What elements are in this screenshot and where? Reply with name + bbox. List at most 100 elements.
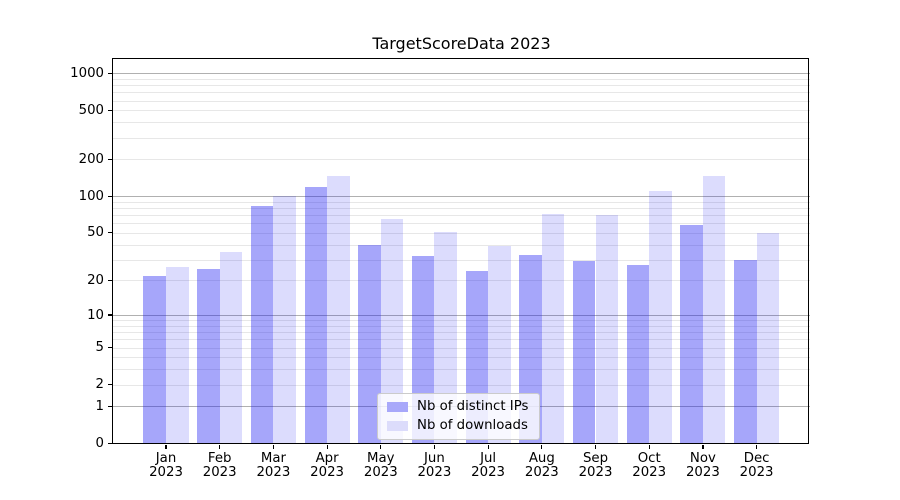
x-tick-label: Jul 2023 bbox=[471, 451, 506, 480]
chart-title: TargetScoreData 2023 bbox=[372, 34, 551, 53]
legend-swatch-downloads bbox=[387, 420, 408, 431]
gridline-minor bbox=[113, 339, 810, 341]
x-tick-mark bbox=[594, 445, 597, 449]
bar-nb-of-distinct-ips-apr-2023 bbox=[304, 186, 328, 445]
x-tick-mark bbox=[541, 445, 543, 449]
x-tick-mark bbox=[165, 445, 167, 449]
x-tick-label: Apr 2023 bbox=[310, 451, 345, 480]
gridline-minor bbox=[113, 244, 810, 246]
gridline-minor bbox=[113, 92, 810, 94]
gridline-major bbox=[113, 196, 810, 198]
x-tick-mark bbox=[219, 445, 221, 449]
y-tick-label: 5 bbox=[95, 340, 104, 355]
bar-nb-of-distinct-ips-dec-2023 bbox=[734, 259, 757, 445]
gridline-minor bbox=[113, 78, 810, 80]
y-tick-mark bbox=[108, 72, 113, 74]
gridline-minor bbox=[113, 325, 810, 327]
y-tick-mark bbox=[108, 314, 113, 316]
gridline-minor bbox=[113, 208, 810, 209]
y-tick-label: 500 bbox=[78, 102, 104, 118]
x-tick-label: Mar 2023 bbox=[256, 451, 291, 480]
gridline-major bbox=[113, 73, 810, 75]
x-tick-mark bbox=[487, 445, 489, 449]
bar-nb-of-distinct-ips-feb-2023 bbox=[197, 268, 220, 445]
legend-label-distinct-ips: Nb of distinct IPs bbox=[417, 399, 529, 414]
legend-label-downloads: Nb of downloads bbox=[417, 418, 528, 433]
y-tick-label: 1 bbox=[95, 398, 104, 414]
bar-nb-of-downloads-mar-2023 bbox=[273, 196, 296, 445]
gridline-minor bbox=[113, 280, 810, 282]
bar-nb-of-downloads-nov-2023 bbox=[702, 176, 726, 445]
x-tick-mark bbox=[648, 445, 650, 449]
x-tick-mark bbox=[272, 445, 275, 449]
gridline-minor bbox=[113, 159, 810, 161]
bar-nb-of-downloads-sep-2023 bbox=[595, 215, 619, 445]
gridline-minor bbox=[113, 347, 810, 349]
gridline-minor bbox=[113, 201, 810, 203]
bar-nb-of-distinct-ips-nov-2023 bbox=[680, 225, 703, 445]
bar-nb-of-downloads-apr-2023 bbox=[327, 176, 350, 445]
x-tick-label: Dec 2023 bbox=[739, 451, 774, 480]
gridline-minor bbox=[113, 232, 810, 234]
x-tick-mark bbox=[326, 445, 328, 449]
gridline-minor bbox=[113, 85, 810, 87]
x-tick-label: Sep 2023 bbox=[578, 451, 613, 480]
bar-nb-of-distinct-ips-jan-2023 bbox=[143, 275, 166, 445]
y-tick-label: 1000 bbox=[70, 65, 104, 81]
y-tick-mark bbox=[108, 384, 113, 386]
y-tick-mark bbox=[108, 109, 113, 111]
gridline-minor bbox=[113, 332, 810, 334]
y-tick-mark bbox=[108, 442, 113, 445]
x-tick-mark bbox=[380, 445, 382, 449]
y-tick-label: 0 bbox=[95, 436, 104, 451]
legend-item-distinct-ips: Nb of distinct IPs bbox=[387, 399, 530, 414]
bar-nb-of-distinct-ips-may-2023 bbox=[358, 244, 381, 445]
gridline-minor bbox=[113, 215, 810, 217]
gridline-major bbox=[113, 315, 810, 316]
x-tick-label: Oct 2023 bbox=[632, 451, 667, 480]
gridline-minor bbox=[113, 369, 810, 371]
bar-nb-of-downloads-jun-2023 bbox=[434, 231, 457, 445]
legend: Nb of distinct IPs Nb of downloads bbox=[377, 393, 541, 440]
gridline-minor bbox=[113, 110, 810, 112]
gridline-minor bbox=[113, 122, 810, 124]
x-tick-label: Aug 2023 bbox=[524, 451, 559, 480]
y-tick-label: 100 bbox=[78, 188, 104, 204]
y-tick-label: 200 bbox=[78, 151, 104, 167]
bar-nb-of-downloads-oct-2023 bbox=[649, 191, 672, 445]
bar-nb-of-distinct-ips-oct-2023 bbox=[626, 264, 650, 445]
y-tick-label: 20 bbox=[87, 272, 104, 288]
y-tick-mark bbox=[108, 158, 113, 160]
gridline-minor bbox=[113, 223, 810, 225]
gridline-minor bbox=[113, 259, 810, 261]
y-tick-mark bbox=[108, 346, 113, 349]
x-tick-mark bbox=[433, 445, 436, 449]
x-tick-label: Feb 2023 bbox=[202, 451, 237, 480]
x-tick-mark bbox=[702, 445, 704, 449]
bar-nb-of-distinct-ips-mar-2023 bbox=[250, 206, 274, 445]
bar-nb-of-downloads-feb-2023 bbox=[219, 251, 243, 445]
gridline-minor bbox=[113, 320, 810, 322]
gridline-minor bbox=[113, 100, 810, 102]
x-tick-mark bbox=[756, 445, 758, 449]
y-tick-mark bbox=[108, 279, 113, 281]
gridline-minor bbox=[113, 384, 810, 386]
bar-nb-of-distinct-ips-sep-2023 bbox=[572, 261, 596, 445]
y-tick-mark bbox=[108, 232, 113, 234]
legend-swatch-distinct-ips bbox=[387, 401, 408, 412]
legend-item-downloads: Nb of downloads bbox=[387, 418, 530, 433]
y-tick-mark bbox=[108, 195, 113, 197]
x-tick-label: Nov 2023 bbox=[685, 451, 720, 480]
x-tick-label: Jun 2023 bbox=[417, 451, 452, 480]
bar-nb-of-downloads-aug-2023 bbox=[541, 214, 565, 445]
y-tick-mark bbox=[108, 405, 113, 408]
bar-nb-of-downloads-may-2023 bbox=[380, 219, 404, 445]
bar-nb-of-downloads-jan-2023 bbox=[166, 266, 189, 445]
y-tick-label: 50 bbox=[87, 225, 104, 241]
y-tick-label: 10 bbox=[87, 307, 104, 323]
x-tick-label: Jan 2023 bbox=[149, 451, 183, 480]
